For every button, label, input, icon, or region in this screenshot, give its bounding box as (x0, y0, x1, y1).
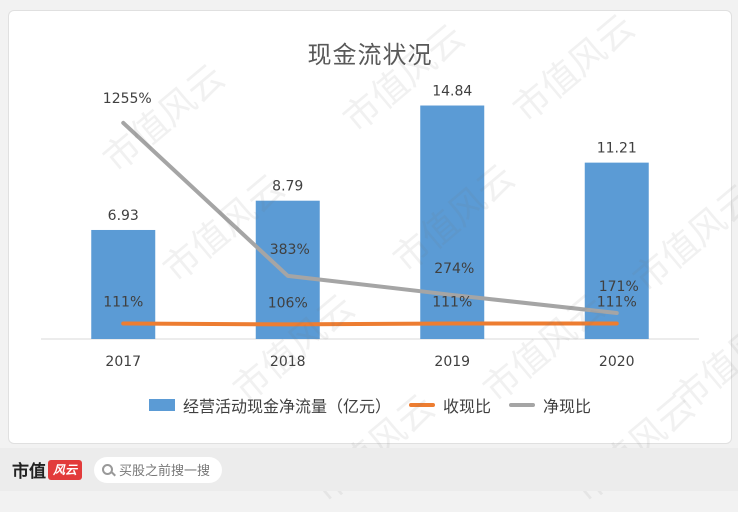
bar-2018 (255, 200, 320, 339)
bar-2017 (91, 229, 156, 339)
legend-swatch-bar (148, 399, 175, 411)
search-box[interactable]: 买股之前搜一搜 (94, 456, 223, 483)
legend-label-net-cash-ratio: 净现比 (543, 397, 592, 416)
x-tick-label-2017: 2017 (105, 354, 141, 370)
net-cash-ratio-label-2020: 171% (599, 279, 639, 295)
chart-title: 现金流状况 (307, 41, 433, 69)
legend-swatch-net-cash-ratio (509, 403, 535, 407)
x-tick-label-2019: 2019 (434, 354, 470, 370)
legend-swatch-collection-ratio (408, 403, 435, 407)
bar-2019 (420, 105, 485, 339)
collection-ratio-line (121, 321, 619, 327)
net-cash-ratio-line (121, 120, 619, 316)
brand-mark: 风云 (48, 459, 82, 480)
bar-label-2018: 8.79 (272, 179, 303, 195)
chart-card: 现金流状况 6.93 8.79 14.84 11.21 2017 2018 2019 2020… (8, 10, 732, 444)
search-placeholder: 买股之前搜一搜 (119, 464, 211, 479)
legend-label-bar: 经营活动现金净流量（亿元） (182, 397, 391, 416)
chart-legend: 经营活动现金净流量（亿元） 收现比 净现比 (9, 393, 731, 417)
collection-ratio-label-2018: 106% (268, 295, 308, 311)
collection-ratio-label-2019: 111% (432, 295, 472, 311)
chart-svg: 6.93 8.79 14.84 11.21 2017 2018 2019 2020 1255% 3… (41, 84, 699, 370)
legend-item-collection-ratio: 收现比 (408, 393, 491, 417)
footer-bar: 市值 风云 买股之前搜一搜 (0, 448, 738, 491)
net-cash-ratio-label-2017: 1255% (103, 91, 152, 107)
search-icon (102, 464, 113, 475)
legend-item-bar: 经营活动现金净流量（亿元） (148, 393, 391, 417)
brand-name: 市值 (12, 462, 46, 482)
x-tick-label-2018: 2018 (270, 354, 306, 370)
net-cash-ratio-label-2019: 274% (434, 261, 474, 277)
brand-logo[interactable]: 市值 风云 (12, 457, 82, 482)
legend-item-net-cash-ratio: 净现比 (509, 393, 591, 417)
collection-ratio-label-2017: 111% (103, 295, 143, 311)
collection-ratio-label-2020: 111% (597, 295, 637, 311)
net-cash-ratio-label-2018: 383% (270, 242, 310, 258)
bar-label-2019: 14.84 (432, 84, 472, 100)
legend-label-collection-ratio: 收现比 (442, 397, 491, 416)
x-tick-label-2020: 2020 (599, 354, 635, 370)
bar-label-2017: 6.93 (108, 208, 139, 224)
bar-label-2020: 11.21 (597, 141, 637, 157)
